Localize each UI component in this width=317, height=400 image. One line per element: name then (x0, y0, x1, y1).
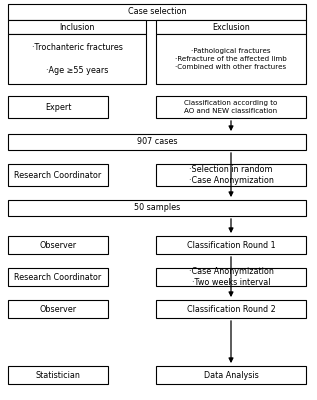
Text: Case selection: Case selection (128, 8, 186, 16)
Bar (8, 200, 306, 216)
Text: Classification Round 2: Classification Round 2 (187, 304, 275, 314)
Text: Expert: Expert (45, 102, 71, 112)
Text: Research Coordinator: Research Coordinator (14, 170, 102, 180)
Bar (8, 34, 146, 84)
Text: Classification Round 1: Classification Round 1 (187, 240, 275, 250)
Bar (8, 164, 108, 186)
Bar (8, 96, 108, 118)
Text: Research Coordinator: Research Coordinator (14, 272, 102, 282)
Text: Data Analysis: Data Analysis (204, 370, 258, 380)
Bar (156, 96, 306, 118)
Text: 50 samples: 50 samples (134, 204, 180, 212)
Text: Statistician: Statistician (36, 370, 81, 380)
Bar (8, 366, 108, 384)
Text: Exclusion: Exclusion (212, 22, 250, 32)
Bar (8, 134, 306, 150)
Bar (8, 300, 108, 318)
Bar (8, 268, 108, 286)
Bar (8, 236, 108, 254)
Text: 907 cases: 907 cases (137, 138, 177, 146)
Bar (156, 20, 306, 34)
Bar (156, 34, 306, 84)
Bar (156, 300, 306, 318)
Text: ·Case Anonymization
·Two weeks interval: ·Case Anonymization ·Two weeks interval (189, 266, 274, 287)
Text: Observer: Observer (39, 304, 77, 314)
Bar (8, 4, 306, 20)
Bar (8, 20, 146, 34)
Text: ·Trochanteric fractures

·Age ≥55 years: ·Trochanteric fractures ·Age ≥55 years (32, 43, 122, 75)
Bar (156, 164, 306, 186)
Bar (156, 366, 306, 384)
Text: Observer: Observer (39, 240, 77, 250)
Text: ·Selection in random
·Case Anonymization: ·Selection in random ·Case Anonymization (189, 165, 274, 186)
Bar (156, 236, 306, 254)
Text: ·Pathological fractures
·Refracture of the affected limb
·Combined with other fr: ·Pathological fractures ·Refracture of t… (175, 48, 287, 70)
Bar (156, 268, 306, 286)
Text: Inclusion: Inclusion (59, 22, 95, 32)
Text: Classification according to
AO and NEW classification: Classification according to AO and NEW c… (184, 100, 278, 114)
